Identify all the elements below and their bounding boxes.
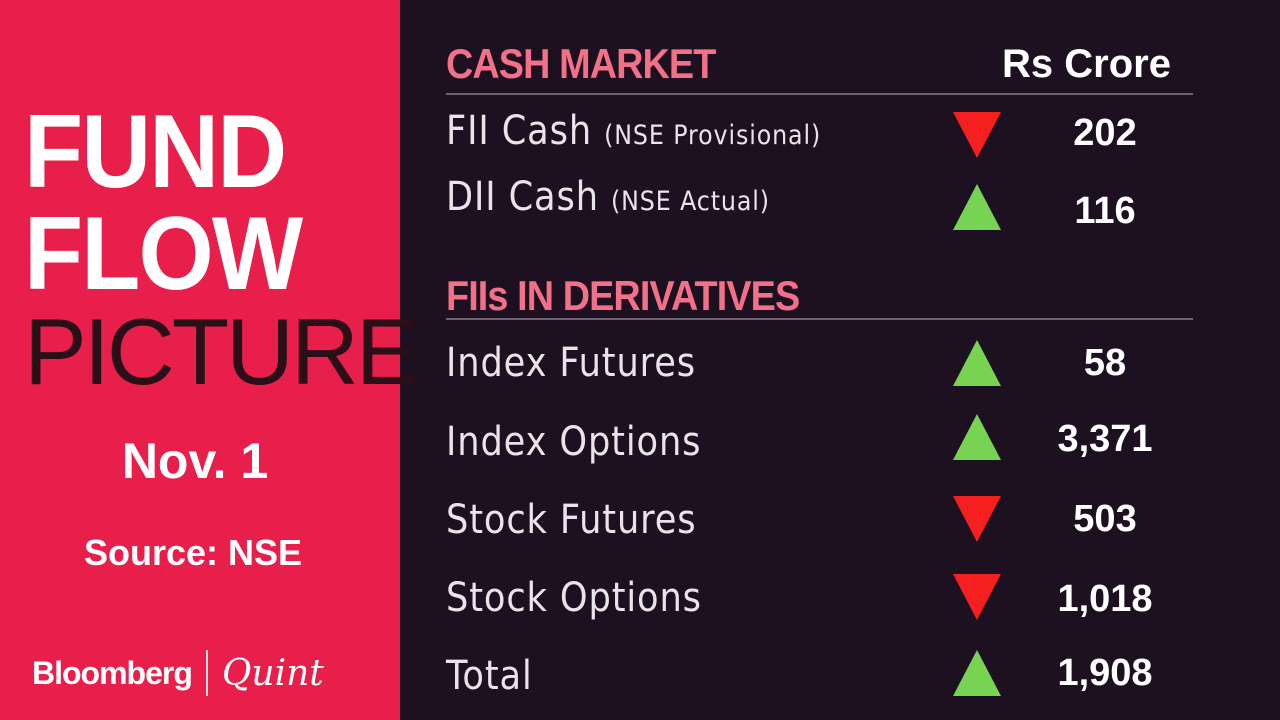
row-value: 202 [1073,112,1137,154]
down-arrow-icon [953,574,1001,620]
up-arrow-icon [953,340,1001,386]
title-panel: FUND FLOW PICTURE Nov. 1 Source: NSE Blo… [0,0,419,720]
down-arrow-icon [953,496,1001,542]
title-fund: FUND [24,94,287,210]
up-arrow-icon [953,414,1001,460]
date: Nov. 1 [121,433,269,489]
divider [446,318,1193,320]
row-value: 1,908 [1057,652,1153,694]
logo-partner: Quint [221,652,324,694]
row-label: DII Cash (NSE Actual) [446,174,770,220]
row-label: Stock Futures [446,497,697,543]
row-value: 503 [1073,498,1137,540]
up-arrow-icon [953,650,1001,696]
row-label: Index Futures [446,340,696,386]
row-value: 1,018 [1057,578,1153,620]
row-value: 116 [1074,190,1136,232]
logo-divider [205,650,208,696]
logo-brand: Bloomberg [32,654,193,691]
source: Source: NSE [83,532,303,573]
title-picture: PICTURE [24,299,419,404]
up-arrow-icon [953,184,1001,230]
row-label: FII Cash (NSE Provisional) [446,108,822,154]
row-label: Total [446,653,533,699]
title-flow: FLOW [24,196,303,312]
cash-market-heading: CASH MARKET [446,40,716,87]
divider [446,93,1193,95]
row-label: Index Options [446,419,702,465]
unit-label: Rs Crore [1002,42,1171,86]
row-label: Stock Options [446,575,702,621]
row-value: 58 [1083,342,1127,384]
row-value: 3,371 [1057,418,1153,460]
down-arrow-icon [953,112,1001,158]
derivatives-heading: FIIs IN DERIVATIVES [446,272,800,319]
logo: Bloomberg Quint [32,650,324,696]
